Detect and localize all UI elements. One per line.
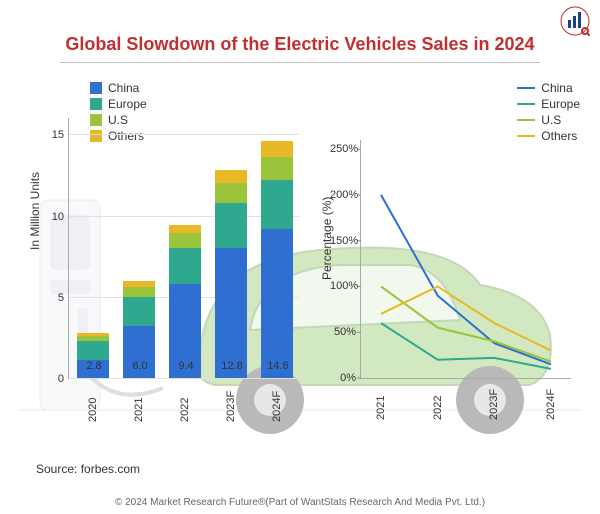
- bar-chart-plot-area: 2.820206.020219.4202212.82023F14.62024F: [68, 118, 299, 379]
- line-series-us: [381, 286, 551, 361]
- line-chart: China Europe U.S Others Percentage (%) 2…: [320, 80, 580, 450]
- bar-chart: China Europe U.S Others In Million Units…: [30, 80, 310, 450]
- line-ytick: 250%: [330, 143, 356, 155]
- legend-label: China: [108, 81, 139, 95]
- bar-segment-others: [169, 225, 201, 233]
- bar-segment-us: [169, 233, 201, 248]
- bar-segment-others: [261, 141, 293, 157]
- bar-segment-europe: [123, 297, 155, 326]
- legend-swatch-china: [90, 82, 102, 94]
- legend-line-europe: [517, 103, 535, 105]
- line-chart-plot-area: 202120222023F2024F: [360, 140, 571, 379]
- legend-line-us: [517, 119, 535, 121]
- legend-label: Europe: [541, 97, 580, 111]
- bar-xtick: 2022: [179, 390, 191, 422]
- bar-segment-europe: [77, 341, 109, 361]
- bar-segment-others: [77, 333, 109, 336]
- title-underline: [60, 62, 540, 63]
- bar-segment-us: [261, 157, 293, 180]
- page-title: Global Slowdown of the Electric Vehicles…: [0, 34, 600, 55]
- bar-ytick: 15: [40, 129, 64, 141]
- bar-segment-europe: [261, 180, 293, 229]
- bar-segment-us: [77, 336, 109, 341]
- bar-segment-us: [215, 183, 247, 203]
- legend-label: China: [541, 81, 572, 95]
- bar-ytick: 5: [40, 292, 64, 304]
- bar-xtick: 2021: [133, 390, 145, 422]
- line-xtick: 2022: [432, 392, 444, 420]
- line-xtick: 2023F: [488, 392, 500, 420]
- line-ytick: 0%: [330, 372, 356, 384]
- mrfr-logo-icon: [560, 6, 590, 36]
- bar-ytick: 0: [40, 373, 64, 385]
- line-chart-legend: China Europe U.S Others: [517, 80, 580, 144]
- legend-line-china: [517, 87, 535, 89]
- bar-xtick: 2023F: [225, 390, 237, 422]
- bar-segment-others: [215, 170, 247, 183]
- footer-copyright: © 2024 Market Research Future®(Part of W…: [0, 497, 600, 508]
- legend-label: U.S: [541, 113, 561, 127]
- line-ytick: 200%: [330, 189, 356, 201]
- bar-ytick: 10: [40, 211, 64, 223]
- line-ytick: 50%: [330, 326, 356, 338]
- legend-label: Europe: [108, 97, 147, 111]
- legend-swatch-europe: [90, 98, 102, 110]
- line-ytick: 100%: [330, 280, 356, 292]
- line-ytick: 150%: [330, 235, 356, 247]
- bar-segment-us: [123, 287, 155, 297]
- bar-segment-europe: [215, 203, 247, 249]
- bar-segment-others: [123, 281, 155, 288]
- line-xtick: 2021: [375, 392, 387, 420]
- line-xtick: 2024F: [545, 392, 557, 420]
- bar-segment-europe: [169, 248, 201, 284]
- bar-segment-china: [215, 248, 247, 378]
- bar-segment-china: [261, 229, 293, 379]
- bar-xtick: 2020: [87, 390, 99, 422]
- bar-xtick: 2024F: [271, 390, 283, 422]
- legend-line-others: [517, 135, 535, 137]
- line-series-europe: [381, 323, 551, 369]
